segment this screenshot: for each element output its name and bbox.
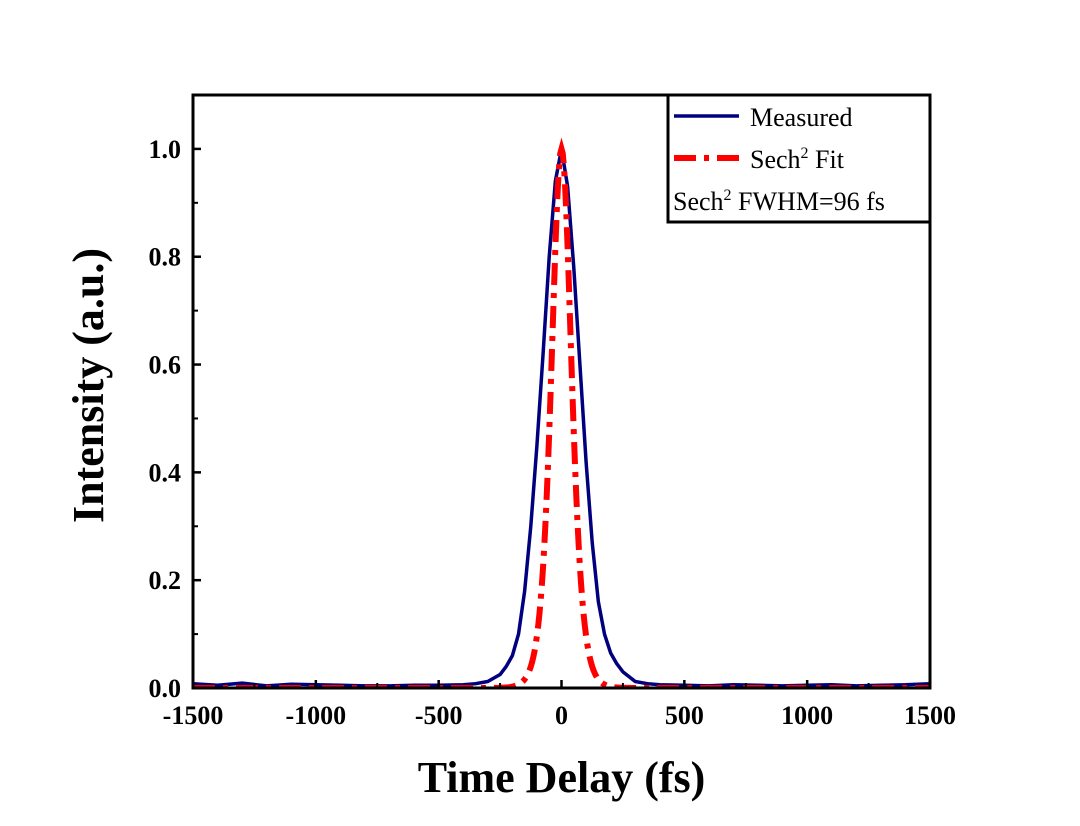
legend-label-sech2-suffix: Fit — [809, 145, 845, 174]
plot-area — [193, 137, 930, 688]
legend-label-sech2-base: Sech — [750, 145, 801, 174]
series-sech2-fit-line — [193, 137, 930, 688]
x-tick-label: 500 — [665, 701, 704, 730]
x-tick-label: 1500 — [904, 701, 956, 730]
x-tick-label: -1000 — [285, 701, 346, 730]
y-tick-label: 0.2 — [149, 566, 182, 595]
x-tick-label: -1500 — [163, 701, 224, 730]
x-tick-label: 1000 — [781, 701, 833, 730]
fwhm-annotation-suffix: FWHM=96 fs — [732, 187, 885, 216]
axes: -1500 -1000 -500 0 500 1000 1500 0.0 0.2 0.4 0.6 0.… — [149, 93, 956, 730]
y-tick-label: 0.4 — [149, 458, 182, 487]
fwhm-annotation-sup: 2 — [724, 187, 732, 204]
legend-label-sech2-sup: 2 — [801, 145, 809, 162]
y-axis-title: Intensity (a.u.) — [64, 248, 113, 523]
y-tick-label: 1.0 — [149, 135, 182, 164]
fwhm-annotation: Sech2 FWHM=96 fs — [673, 187, 885, 216]
legend-label-measured: Measured — [750, 103, 853, 132]
x-tick-label: -500 — [415, 701, 463, 730]
legend: Measured Sech2 Fit Sech2 FWHM=96 fs — [666, 93, 932, 224]
legend-label-sech2-fit: Sech2 Fit — [750, 145, 845, 174]
x-axis-title: Time Delay (fs) — [418, 753, 706, 802]
y-tick-label: 0.6 — [149, 351, 182, 380]
x-tick-label: 0 — [555, 701, 568, 730]
series-measured-line — [193, 147, 930, 688]
fwhm-annotation-base: Sech — [673, 187, 724, 216]
y-tick-label: 0.0 — [149, 674, 182, 703]
y-tick-label: 0.8 — [149, 243, 182, 272]
